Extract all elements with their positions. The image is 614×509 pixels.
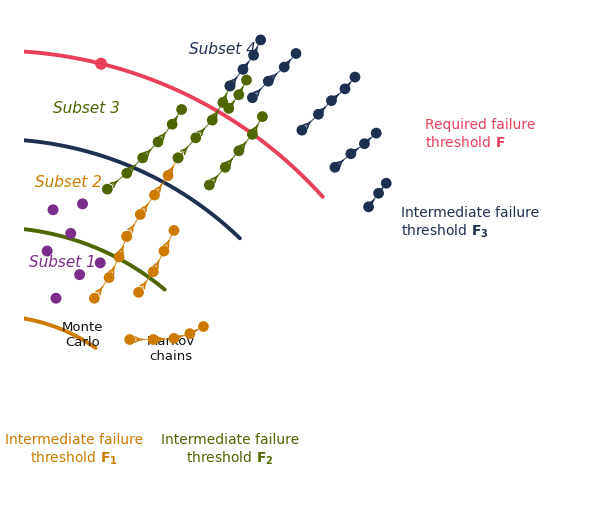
Point <box>42 247 52 256</box>
Point <box>234 92 244 100</box>
Point <box>291 50 301 59</box>
Text: Subset 3: Subset 3 <box>53 101 120 116</box>
Point <box>125 336 134 344</box>
Point <box>169 227 179 235</box>
Point <box>297 127 307 135</box>
Point <box>257 114 267 122</box>
Point <box>103 186 112 194</box>
Point <box>177 106 187 115</box>
Point <box>4 48 14 56</box>
Point <box>95 259 105 267</box>
Point <box>90 295 99 303</box>
Point <box>247 95 257 103</box>
Point <box>371 130 381 138</box>
Text: Intermediate failure
threshold $\mathbf{F_3}$: Intermediate failure threshold $\mathbf{… <box>401 205 539 239</box>
Point <box>191 134 201 143</box>
Point <box>218 99 228 107</box>
Point <box>149 268 158 276</box>
Point <box>138 155 147 163</box>
Text: Subset 2: Subset 2 <box>36 175 103 190</box>
Point <box>330 164 340 172</box>
Point <box>234 148 244 156</box>
Point <box>122 170 131 178</box>
Text: Intermediate failure
threshold $\mathbf{F_2}$: Intermediate failure threshold $\mathbf{… <box>161 432 299 466</box>
Point <box>122 233 131 241</box>
Point <box>363 203 373 211</box>
Point <box>136 211 146 219</box>
Point <box>104 274 114 282</box>
Text: Intermediate failure
threshold $\mathbf{F_1}$: Intermediate failure threshold $\mathbf{… <box>5 432 142 466</box>
Point <box>198 323 208 331</box>
Point <box>163 172 173 180</box>
Point <box>134 289 144 297</box>
Point <box>48 206 58 214</box>
Point <box>346 150 356 158</box>
Point <box>255 37 265 45</box>
Point <box>340 86 350 94</box>
Point <box>224 105 234 113</box>
Point <box>247 131 257 139</box>
Point <box>173 155 183 163</box>
Point <box>185 330 195 338</box>
Point <box>66 230 76 238</box>
Point <box>75 271 85 279</box>
Point <box>159 247 169 256</box>
Point <box>225 82 235 91</box>
Point <box>314 111 324 119</box>
Point <box>173 155 183 163</box>
Point <box>327 97 336 105</box>
Point <box>169 334 179 343</box>
Point <box>360 140 370 149</box>
Point <box>122 233 131 241</box>
Point <box>350 74 360 82</box>
Point <box>241 77 251 85</box>
Point <box>204 182 214 190</box>
Point <box>249 52 258 60</box>
Point <box>77 201 87 209</box>
Text: Markov
chains: Markov chains <box>147 335 195 362</box>
Text: Subset 1: Subset 1 <box>29 254 96 269</box>
Point <box>263 78 273 86</box>
Point <box>51 295 61 303</box>
Point <box>238 66 248 74</box>
Text: Subset 4: Subset 4 <box>188 42 255 58</box>
Text: Required failure
threshold $\mathbf{F}$: Required failure threshold $\mathbf{F}$ <box>425 118 535 150</box>
Point <box>167 121 177 129</box>
Point <box>96 61 106 69</box>
Point <box>374 190 384 198</box>
Point <box>114 253 124 262</box>
Point <box>150 191 160 200</box>
Text: Monte
Carlo: Monte Carlo <box>62 320 103 348</box>
Point <box>153 138 163 147</box>
Point <box>220 164 230 172</box>
Point <box>225 82 235 91</box>
Point <box>149 336 158 344</box>
Point <box>381 180 391 188</box>
Point <box>279 64 289 72</box>
Point <box>208 117 217 125</box>
